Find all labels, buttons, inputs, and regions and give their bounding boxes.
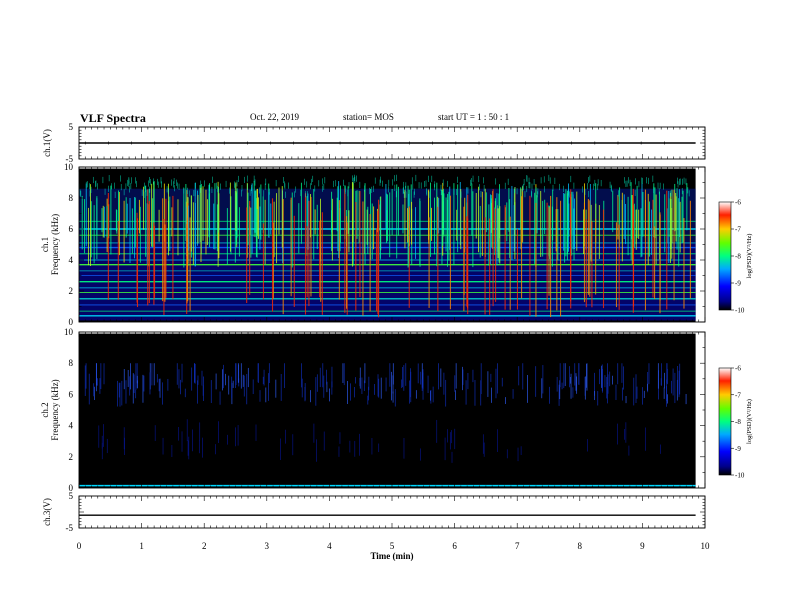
ch1-waveform-panel: 5 -5 ch.1(V) xyxy=(42,122,706,164)
spectrogram-background xyxy=(79,333,696,488)
y-tick-label: -5 xyxy=(66,523,74,533)
y-axis-label: ch.1(V) xyxy=(42,129,52,157)
y-tick-label: 0 xyxy=(69,483,74,493)
ch1-spectrogram-panel: 0 2 4 6 8 10 ch.1 Frequency (kHz) xyxy=(40,162,706,327)
y-tick-label: 2 xyxy=(69,452,74,462)
y-axis-label: ch.3(V) xyxy=(42,498,52,526)
x-tick-label: 3 xyxy=(265,541,270,551)
figure-title: VLF Spectra xyxy=(80,111,146,125)
channel-label: ch.2 xyxy=(40,402,50,417)
y-tick-label: 8 xyxy=(69,193,74,203)
colorbar-tick-label: -6 xyxy=(735,199,741,207)
ch2-spectrogram-panel: 0 2 4 6 8 10 ch.2 Frequency (kHz) xyxy=(40,327,706,493)
colorbar xyxy=(718,367,732,476)
y-tick-label: 4 xyxy=(69,421,74,431)
y-tick-label: 5 xyxy=(69,122,74,132)
colorbar-label: log(PSD)(V²/Hz) xyxy=(746,399,753,444)
y-tick-label: -5 xyxy=(66,154,74,164)
x-tick-label: 7 xyxy=(515,541,520,551)
y-tick-label: 2 xyxy=(69,286,74,296)
start-time-label: start UT = 1 : 50 : 1 xyxy=(438,112,510,122)
x-tick-label: 8 xyxy=(578,541,583,551)
y-tick-label: 10 xyxy=(64,162,74,172)
colorbar-label: log(PSD)(V²/Hz) xyxy=(746,234,753,279)
y-tick-label: 8 xyxy=(69,358,74,368)
ch3-waveform-panel: 5 -5 ch.3(V) 0 1 2 3 4 5 6 7 8 9 10 Time (min) xyxy=(42,491,710,561)
y-tick-label: 6 xyxy=(69,224,74,234)
date-label: Oct. 22, 2019 xyxy=(250,112,299,122)
colorbar-tick-label: -10 xyxy=(735,472,745,480)
colorbar-tick-label: -8 xyxy=(735,418,741,426)
y-tick-label: 10 xyxy=(64,327,74,337)
x-tick-label: 9 xyxy=(640,541,645,551)
colorbar-tick-label: -7 xyxy=(735,226,741,234)
x-tick-label: 6 xyxy=(452,541,457,551)
x-tick-label: 0 xyxy=(77,541,82,551)
x-tick-label: 10 xyxy=(701,541,711,551)
y-axis-label: Frequency (kHz) xyxy=(50,214,60,275)
y-tick-label: 4 xyxy=(69,255,74,265)
colorbar-tick-label: -7 xyxy=(735,391,741,399)
x-tick-label: 4 xyxy=(327,541,332,551)
x-axis-label: Time (min) xyxy=(370,551,413,561)
colorbars: -6 -7 -8 -9 -10 log(PSD)(V²/Hz) -6 -7 -8 -9 -10 log… xyxy=(718,199,753,480)
x-tick-label: 5 xyxy=(390,541,395,551)
y-tick-label: 6 xyxy=(69,389,74,399)
y-tick-label: 0 xyxy=(69,317,74,327)
colorbar-tick-label: -9 xyxy=(735,280,741,288)
y-tick-label: 5 xyxy=(69,491,74,501)
x-tick-label: 1 xyxy=(139,541,144,551)
colorbar-tick-label: -9 xyxy=(735,445,741,453)
colorbar-tick-label: -6 xyxy=(735,365,741,373)
channel-label: ch.1 xyxy=(40,237,50,252)
y-axis-label: Frequency (kHz) xyxy=(50,379,60,440)
colorbar-tick-label: -10 xyxy=(735,307,745,315)
colorbar xyxy=(718,201,732,311)
colorbar-tick-label: -8 xyxy=(735,253,741,261)
station-label: station= MOS xyxy=(343,112,394,122)
x-tick-label: 2 xyxy=(202,541,207,551)
low-band-fill xyxy=(79,241,696,321)
